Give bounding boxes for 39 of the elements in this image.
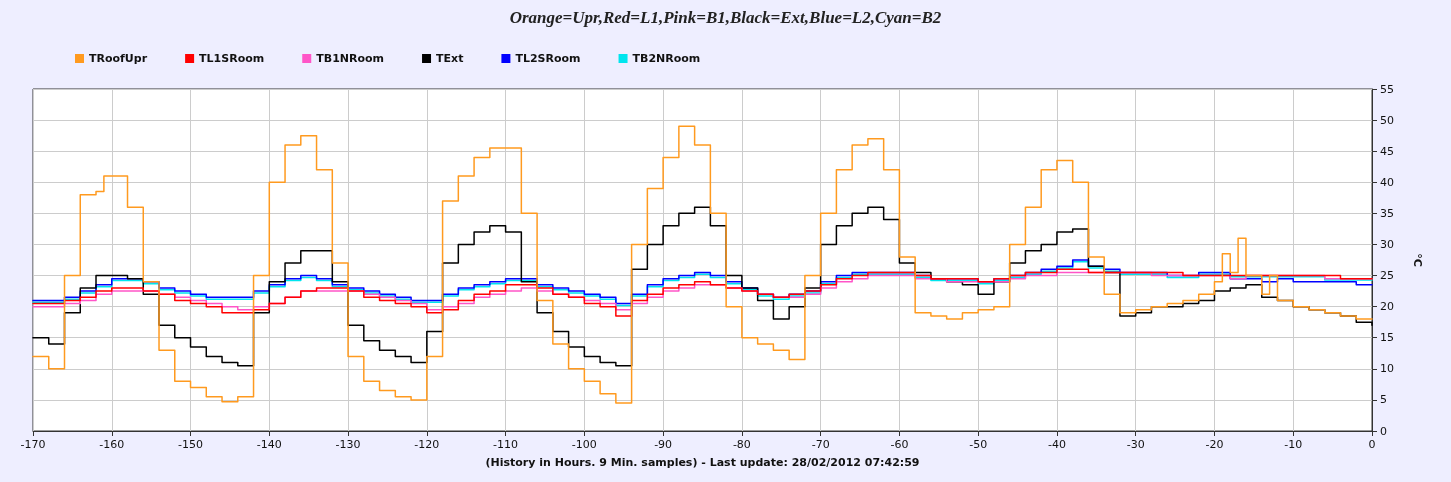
x-tick-label: -70: [811, 438, 830, 451]
y-tick-label: 20: [1380, 300, 1394, 314]
y-tick-label: 0: [1380, 424, 1387, 438]
legend-label: TB2NRoom: [632, 52, 701, 65]
legend-label: TL1SRoom: [199, 52, 265, 65]
y-tick-label: 25: [1380, 269, 1394, 283]
y-axis-title: °C: [1411, 253, 1424, 267]
y-tick-label: 50: [1380, 113, 1394, 127]
chart-title: Orange=Upr,Red=L1,Pink=B1,Black=Ext,Blue=L2,Cyan=B2: [509, 8, 942, 27]
x-tick-label: -130: [335, 438, 361, 451]
y-tick-label: 35: [1380, 206, 1394, 220]
x-tick-label: -60: [890, 438, 909, 451]
y-tick-label: 5: [1380, 393, 1387, 407]
x-tick-label: -90: [654, 438, 673, 451]
x-tick-label: -120: [414, 438, 440, 451]
x-axis-title: (History in Hours. 9 Min. samples) - Last update: 28/02/2012 07:42:59: [485, 456, 920, 469]
y-tick-label: 45: [1380, 144, 1394, 158]
x-tick-label: -150: [178, 438, 204, 451]
legend-label: TL2SRoom: [515, 52, 581, 65]
y-tick-label: 10: [1380, 362, 1394, 376]
x-tick-label: -20: [1205, 438, 1224, 451]
x-tick-label: -30: [1126, 438, 1145, 451]
x-tick-label: -110: [493, 438, 519, 451]
legend-label: TB1NRoom: [316, 52, 385, 65]
y-tick-label: 55: [1380, 82, 1394, 96]
y-tick-label: 30: [1380, 237, 1394, 251]
x-tick-label: -160: [99, 438, 125, 451]
x-tick-label: -170: [20, 438, 46, 451]
x-tick-label: 0: [1368, 438, 1376, 451]
x-tick-label: -50: [969, 438, 988, 451]
x-tick-label: -80: [732, 438, 751, 451]
x-tick-label: -10: [1284, 438, 1303, 451]
x-tick-label: -40: [1047, 438, 1066, 451]
legend-label: TRoofUpr: [89, 52, 148, 65]
y-tick-label: 40: [1380, 175, 1394, 189]
x-tick-label: -140: [256, 438, 282, 451]
y-tick-label: 15: [1380, 331, 1394, 345]
x-tick-label: -100: [571, 438, 597, 451]
legend-label: TExt: [436, 52, 464, 65]
